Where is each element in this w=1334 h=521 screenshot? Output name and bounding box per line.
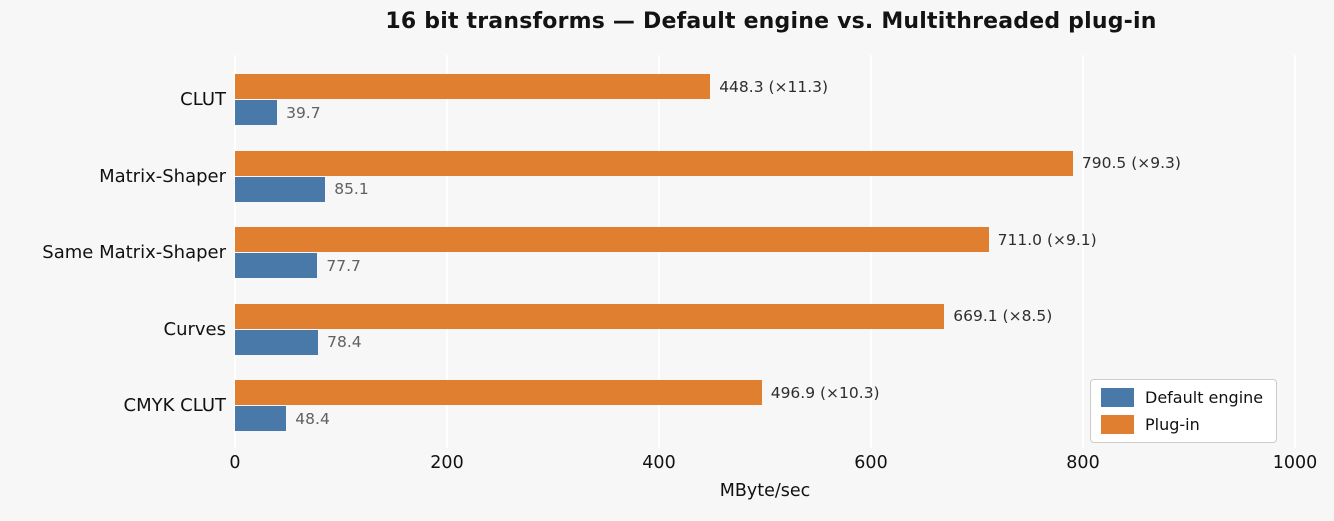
plugin-bar: 496.9 (×10.3): [235, 380, 880, 405]
x-tick-label: 400: [642, 453, 676, 473]
default-engine-swatch: [1101, 388, 1134, 407]
x-tick-label: 800: [1066, 453, 1100, 473]
default-engine-bar: 39.7: [235, 100, 321, 125]
category-label: Same Matrix-Shaper: [42, 242, 226, 263]
category-label: CLUT: [180, 89, 226, 110]
value-label: 85.1: [334, 180, 369, 198]
gridline: [1082, 55, 1084, 448]
plot-area: 448.3 (×11.3) 39.7 790.5 (×9.3) 85.1 711.0 (…: [234, 55, 1296, 448]
plugin-bar: 711.0 (×9.1): [235, 227, 1097, 252]
plugin-bar: 669.1 (×8.5): [235, 303, 1052, 329]
bar-group-matrix-shaper: 790.5 (×9.3) 85.1: [235, 150, 1295, 202]
x-tick-label: 200: [430, 453, 464, 473]
legend-label: Plug-in: [1145, 415, 1200, 434]
chart-title: 16 bit transforms — Default engine vs. M…: [385, 9, 1157, 34]
legend-label: Default engine: [1145, 388, 1264, 407]
gridline: [1294, 55, 1296, 448]
value-label: 711.0 (×9.1): [997, 230, 1097, 249]
x-axis-label: MByte/sec: [719, 481, 811, 501]
x-tick-label: 0: [229, 453, 241, 473]
legend: Default engine Plug-in: [1090, 379, 1278, 443]
plugin-bar: 448.3 (×11.3): [235, 74, 828, 99]
value-label: 78.4: [327, 333, 362, 351]
value-label: 48.4: [295, 409, 330, 428]
plugin-bar: 790.5 (×9.3): [235, 150, 1181, 176]
value-label: 669.1 (×8.5): [953, 307, 1053, 325]
value-label: 448.3 (×11.3): [719, 77, 829, 96]
default-engine-bar: 48.4: [235, 406, 330, 431]
bar-group-clut: 448.3 (×11.3) 39.7: [235, 74, 1295, 125]
bar-group-cmyk-clut: 496.9 (×10.3) 48.4: [235, 380, 1295, 431]
legend-item-plugin: Plug-in: [1101, 415, 1263, 434]
default-engine-bar: 78.4: [235, 329, 362, 355]
bar-group-same-matrix-shaper: 711.0 (×9.1) 77.7: [235, 227, 1295, 278]
default-engine-bar: 77.7: [235, 253, 361, 278]
x-tick-label: 600: [854, 453, 888, 473]
x-tick-label: 1000: [1272, 453, 1318, 473]
bar-group-curves: 669.1 (×8.5) 78.4: [235, 303, 1295, 355]
category-label: Matrix-Shaper: [99, 165, 226, 187]
value-label: 496.9 (×10.3): [770, 383, 880, 402]
category-label: CMYK CLUT: [123, 395, 227, 416]
plugin-swatch: [1101, 415, 1134, 434]
value-label: 39.7: [286, 103, 321, 122]
legend-item-default-engine: Default engine: [1101, 388, 1263, 407]
category-label: Curves: [163, 318, 226, 340]
default-engine-bar: 85.1: [235, 176, 369, 202]
value-label: 790.5 (×9.3): [1081, 154, 1181, 172]
value-label: 77.7: [326, 256, 361, 275]
